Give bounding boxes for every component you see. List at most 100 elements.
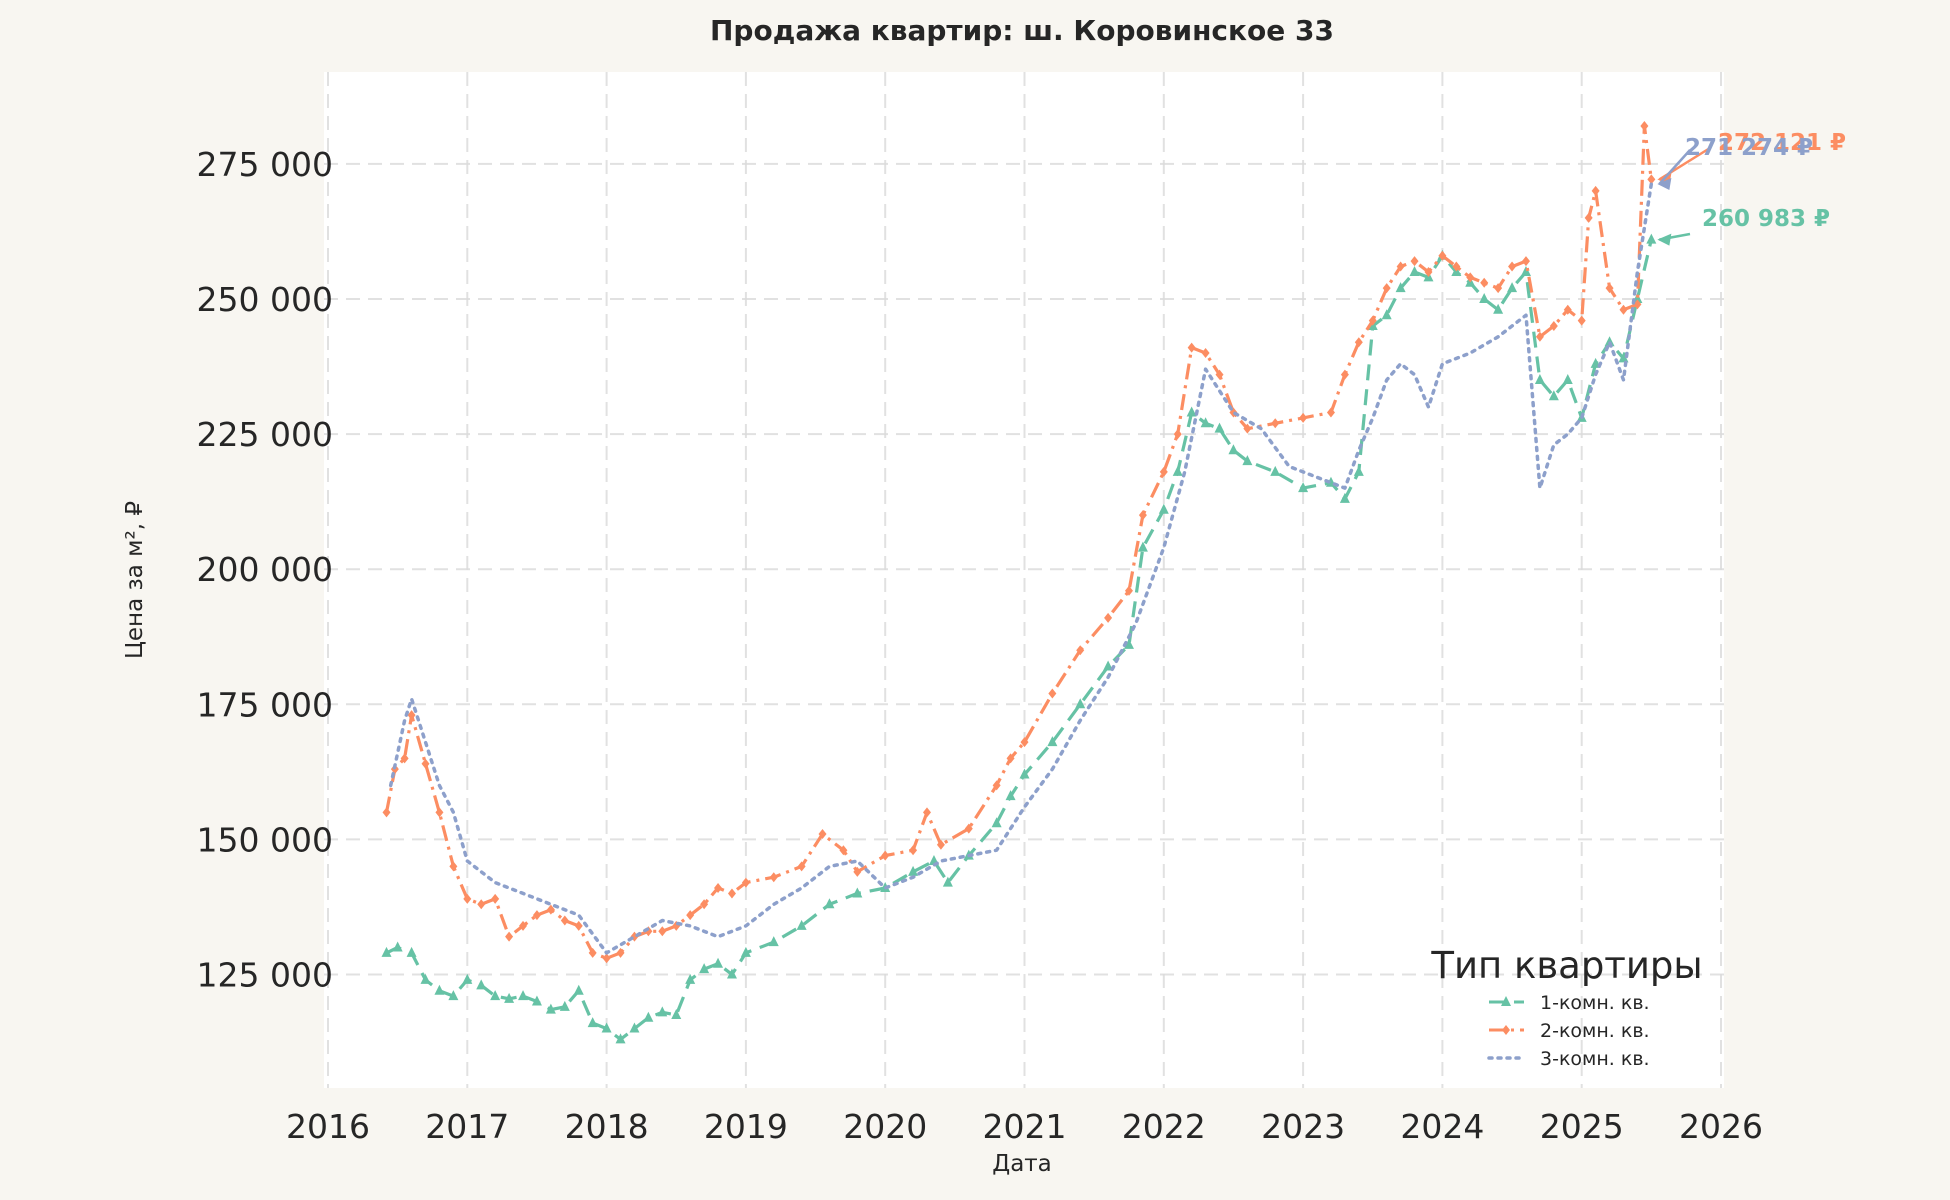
data-point <box>1271 418 1280 429</box>
data-point <box>587 1017 598 1028</box>
data-point <box>991 817 1002 828</box>
data-point <box>686 910 695 921</box>
y-tick-label: 225 000 <box>197 415 333 454</box>
data-point <box>699 963 710 974</box>
data-point <box>435 807 444 818</box>
data-point <box>797 861 806 872</box>
y-tick-label: 175 000 <box>197 685 333 724</box>
data-point <box>768 936 779 947</box>
data-point <box>504 992 515 1003</box>
data-point <box>853 866 862 877</box>
data-point <box>449 861 458 872</box>
data-point <box>1409 265 1420 276</box>
data-point <box>992 780 1001 791</box>
data-point <box>1605 283 1614 294</box>
data-point <box>643 1011 654 1022</box>
data-point <box>629 1022 640 1033</box>
data-point <box>657 1006 668 1017</box>
grid-horizontal <box>324 162 1724 976</box>
data-point <box>908 865 919 876</box>
data-point <box>936 839 945 850</box>
data-point <box>1215 369 1224 380</box>
data-point <box>1410 256 1419 267</box>
data-point <box>1047 736 1058 747</box>
data-point <box>573 984 584 995</box>
data-point <box>1173 429 1182 440</box>
legend-label: 3-комн. кв. <box>1540 1048 1650 1070</box>
data-point <box>1172 465 1183 476</box>
data-point <box>1563 304 1572 315</box>
x-axis-title: Дата <box>992 1151 1052 1177</box>
x-tick-label: 2018 <box>565 1107 649 1146</box>
data-point <box>381 946 392 957</box>
data-point <box>1438 250 1447 261</box>
data-point <box>574 920 583 931</box>
data-point <box>1368 315 1377 326</box>
data-point <box>1520 265 1531 276</box>
x-tick-label: 2019 <box>704 1107 788 1146</box>
data-point <box>1508 261 1517 272</box>
legend-label: 2-комн. кв. <box>1540 1020 1650 1042</box>
data-point <box>1534 374 1545 385</box>
data-point <box>1326 407 1335 418</box>
data-point <box>1354 337 1363 348</box>
x-tick-label: 2026 <box>1679 1107 1763 1146</box>
data-point <box>602 953 611 964</box>
data-point <box>1549 321 1558 331</box>
data-point <box>420 973 431 984</box>
data-point <box>1186 406 1197 417</box>
data-point <box>1020 737 1029 748</box>
data-point <box>658 926 667 937</box>
x-tick-label: 2022 <box>1122 1107 1206 1146</box>
x-tick-label: 2016 <box>286 1107 370 1146</box>
data-point <box>1562 374 1573 385</box>
end-value-label: 260 983 ₽ <box>1702 206 1830 232</box>
data-point <box>824 898 835 909</box>
y-tick-label: 125 000 <box>197 956 333 995</box>
data-point <box>448 990 459 1001</box>
data-point <box>616 947 625 958</box>
data-point <box>545 1003 556 1014</box>
y-tick-label: 250 000 <box>197 280 333 319</box>
data-point <box>1535 331 1544 342</box>
data-point <box>1353 465 1364 476</box>
data-point <box>714 883 723 894</box>
data-point <box>1124 585 1133 596</box>
data-point <box>519 920 528 931</box>
end-value-label: 272 121 ₽ <box>1718 130 1846 156</box>
data-point <box>1138 510 1147 521</box>
data-point <box>1123 638 1134 649</box>
data-point <box>1502 1025 1510 1035</box>
data-point <box>1604 336 1615 347</box>
y-axis-title: Цена за м², ₽ <box>122 501 148 659</box>
data-point <box>1201 348 1210 359</box>
y-tick-label: 150 000 <box>197 820 333 859</box>
data-point <box>1619 304 1628 315</box>
data-point <box>1048 688 1057 699</box>
data-point <box>1005 790 1016 801</box>
data-point <box>671 1009 682 1020</box>
end-label-arrowhead <box>1657 178 1672 191</box>
data-point <box>400 753 409 764</box>
end-label-arrowhead <box>1657 233 1672 246</box>
data-point <box>1633 299 1642 310</box>
data-point <box>601 1022 612 1033</box>
data-point <box>1006 753 1015 764</box>
data-point <box>818 829 827 839</box>
data-point <box>477 899 486 910</box>
data-point <box>1521 256 1530 267</box>
legend-title: Тип квартиры <box>1430 944 1702 987</box>
x-tick-label: 2017 <box>425 1107 509 1146</box>
chart-title: Продажа квартир: ш. Коровинское 33 <box>710 14 1334 47</box>
legend-label: 1-комн. кв. <box>1540 992 1650 1014</box>
data-point <box>1646 233 1657 244</box>
data-point <box>1424 266 1433 277</box>
data-point <box>909 845 918 856</box>
data-point <box>1618 352 1629 363</box>
data-point <box>1270 465 1281 476</box>
x-tick-label: 2020 <box>843 1107 927 1146</box>
legend: Тип квартиры 1-комн. кв. 2-комн. кв. 3-ком… <box>1430 944 1702 1070</box>
data-point <box>740 946 751 957</box>
data-point <box>1019 768 1030 779</box>
data-point <box>518 990 529 1001</box>
